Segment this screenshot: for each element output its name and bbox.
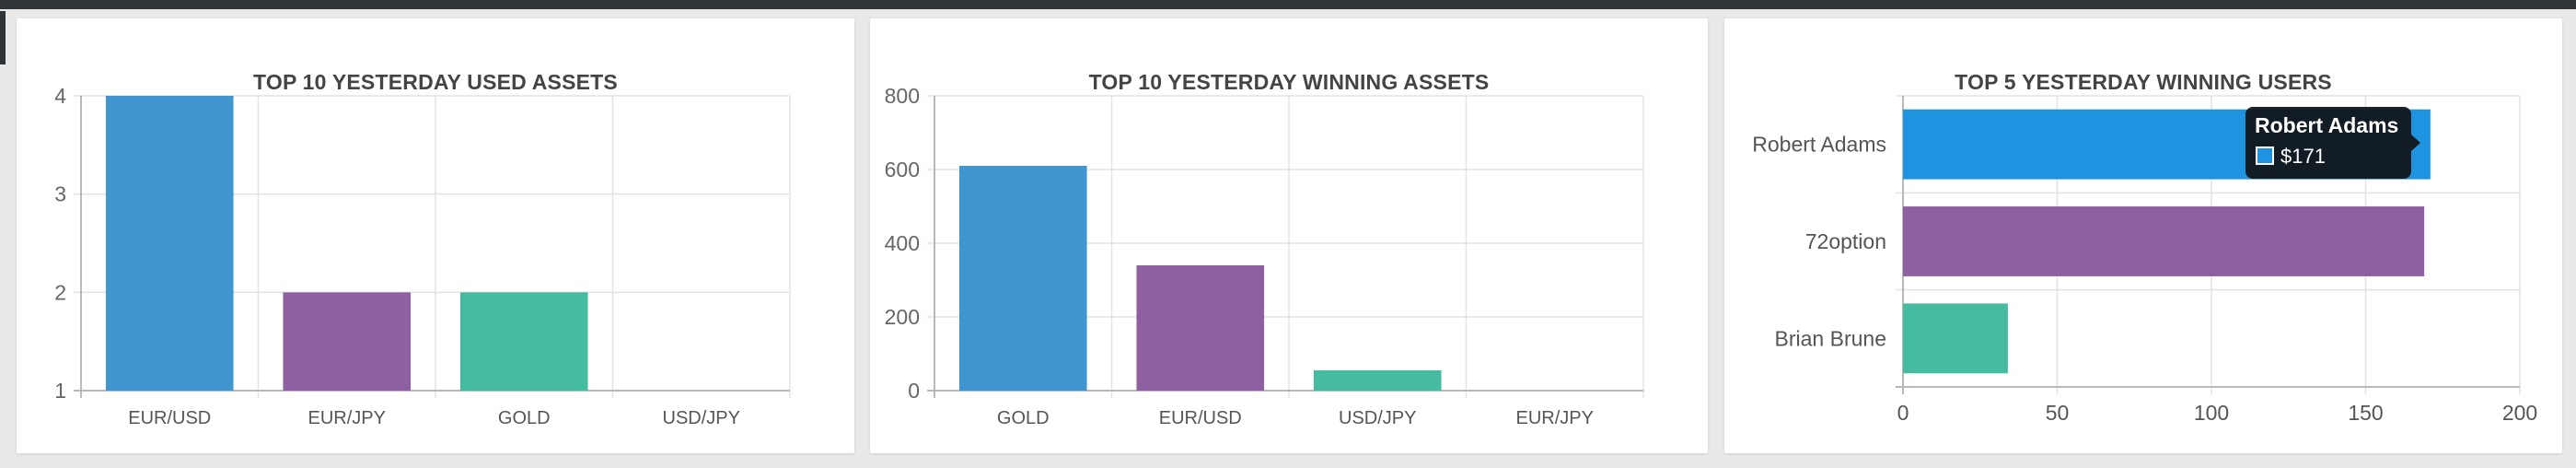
y-tick-label: 2 [54, 280, 66, 304]
bar [958, 166, 1087, 391]
x-tick-label: EUR/USD [128, 408, 211, 428]
chart-used-assets: 4 3 2 1 EUR/USD EUR/JPY GOLD USD/JPY [54, 84, 791, 428]
chart-panel-used-assets: TOP 10 YESTERDAY USED ASSETS 4 3 2 1 EUR/USD… [17, 18, 854, 453]
y-tick-label: 800 [885, 84, 920, 108]
tooltip-swatch [2256, 146, 2274, 165]
chart-panel-winning-users: TOP 5 YESTERDAY WINNING USERS 0 50 100 150 2… [1724, 18, 2562, 453]
chart-title: TOP 5 YESTERDAY WINNING USERS [1955, 70, 2332, 94]
bar [105, 96, 234, 391]
x-tick-label: 0 [1897, 401, 1909, 425]
bar [283, 292, 412, 391]
y-tick-label: 1 [54, 379, 66, 403]
x-tick-label: GOLD [498, 408, 551, 428]
y-tick-label: 72option [1805, 229, 1886, 253]
x-tick-label: EUR/USD [1159, 408, 1242, 428]
chart-winning-assets: 800 600 400 200 0 GOLD EUR/USD USD/JPY EUR/JPY [885, 84, 1644, 428]
x-tick-label: USD/JPY [1339, 408, 1416, 428]
x-tick-label: 200 [2502, 401, 2537, 425]
chart-title: TOP 10 YESTERDAY WINNING ASSETS [1088, 70, 1490, 94]
bar [1903, 303, 2008, 374]
tooltip-box [2245, 107, 2411, 179]
y-tick-label: Robert Adams [1752, 133, 1886, 157]
x-tick-label: GOLD [997, 408, 1050, 428]
top-bar [0, 0, 2576, 9]
y-tick-label: 400 [885, 231, 920, 255]
tooltip-title: Robert Adams [2255, 113, 2398, 137]
x-tick-label: EUR/JPY [1516, 408, 1594, 428]
bar [1313, 370, 1442, 391]
chart-winning-users: 0 50 100 150 200 Robert Adams 72option Brian Br… [1752, 95, 2537, 425]
y-tick-label: 0 [908, 379, 920, 403]
chart-panel-winning-assets: TOP 10 YESTERDAY WINNING ASSETS 800 600 40… [870, 18, 1708, 453]
y-tick-label: 3 [54, 182, 66, 206]
chart-title: TOP 10 YESTERDAY USED ASSETS [253, 70, 618, 94]
sidebar-edge [0, 11, 6, 64]
y-tick-label: 200 [885, 305, 920, 329]
y-tick-label: 4 [54, 84, 66, 108]
bar [1903, 206, 2425, 276]
x-tick-label: 50 [2046, 401, 2070, 425]
y-tick-label: Brian Brune [1775, 326, 1886, 350]
x-tick-label: 100 [2194, 401, 2229, 425]
bar [1136, 265, 1265, 391]
x-tick-label: USD/JPY [663, 408, 740, 428]
x-tick-label: 150 [2348, 401, 2383, 425]
tooltip-value: $171 [2280, 145, 2326, 168]
y-tick-label: 600 [885, 158, 920, 181]
tooltip-caret [2411, 135, 2420, 151]
bar [459, 292, 588, 391]
x-tick-label: EUR/JPY [308, 408, 386, 428]
